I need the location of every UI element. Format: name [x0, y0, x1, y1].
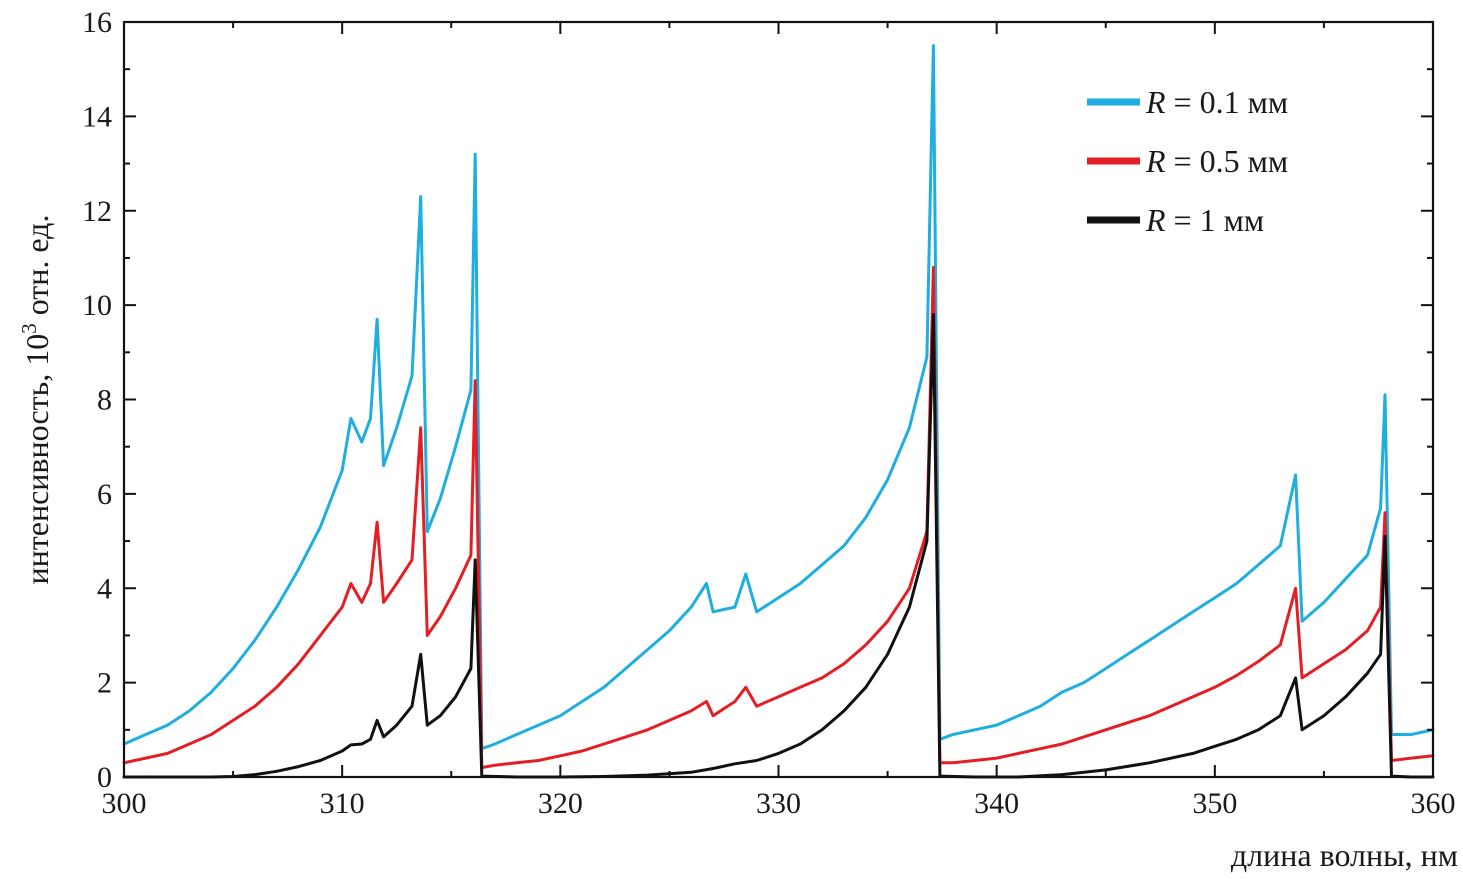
legend: R = 0.1 ммR = 0.5 ммR = 1 мм: [1087, 84, 1288, 238]
x-tick-label: 320: [538, 787, 583, 820]
legend-label-1: R = 0.1 мм: [1145, 84, 1288, 120]
y-axis-ticks: 0 2 4 6 8 10 12 14 16: [82, 6, 1433, 794]
y-axis-title-sup: 3: [17, 323, 41, 334]
y-tick-label: 12: [82, 195, 112, 228]
y-tick-label: 4: [97, 572, 112, 605]
legend-label-var: R: [1145, 202, 1166, 238]
y-axis-title-main: интенсивность, 10: [19, 334, 55, 585]
x-tick-label: 300: [102, 787, 147, 820]
y-tick-label: 2: [97, 667, 112, 700]
x-tick-label: 360: [1411, 787, 1456, 820]
plot-series: [122, 44, 1435, 779]
y-axis-title-tail: отн. ед.: [19, 215, 55, 324]
series-line-3: [122, 313, 1435, 779]
legend-label-var: R: [1145, 84, 1166, 120]
x-tick-label: 330: [756, 787, 801, 820]
x-tick-label: 340: [974, 787, 1019, 820]
x-axis-title: длина волны, нм: [1231, 837, 1458, 873]
y-axis-title: интенсивность, 103 отн. ед.: [17, 215, 55, 585]
x-tick-label: 350: [1192, 787, 1237, 820]
y-tick-label: 14: [82, 100, 112, 133]
plot-frame: [122, 20, 1435, 779]
y-tick-label: 16: [82, 6, 112, 39]
y-tick-label: 0: [97, 761, 112, 794]
legend-label-2: R = 0.5 мм: [1145, 143, 1288, 179]
legend-label-3: R = 1 мм: [1145, 202, 1264, 238]
legend-label-value: = 0.5 мм: [1166, 143, 1289, 179]
x-tick-label: 310: [320, 787, 365, 820]
y-tick-label: 8: [97, 384, 112, 417]
y-tick-label: 10: [82, 289, 112, 322]
legend-label-value: = 0.1 мм: [1166, 84, 1289, 120]
x-axis-ticks: 300 310 320 330 340 350 360: [102, 22, 1456, 820]
series-line-1: [122, 44, 1435, 751]
legend-label-value: = 1 мм: [1166, 202, 1265, 238]
series-line-2: [122, 265, 1435, 770]
y-tick-label: 6: [97, 478, 112, 511]
legend-label-var: R: [1145, 143, 1166, 179]
